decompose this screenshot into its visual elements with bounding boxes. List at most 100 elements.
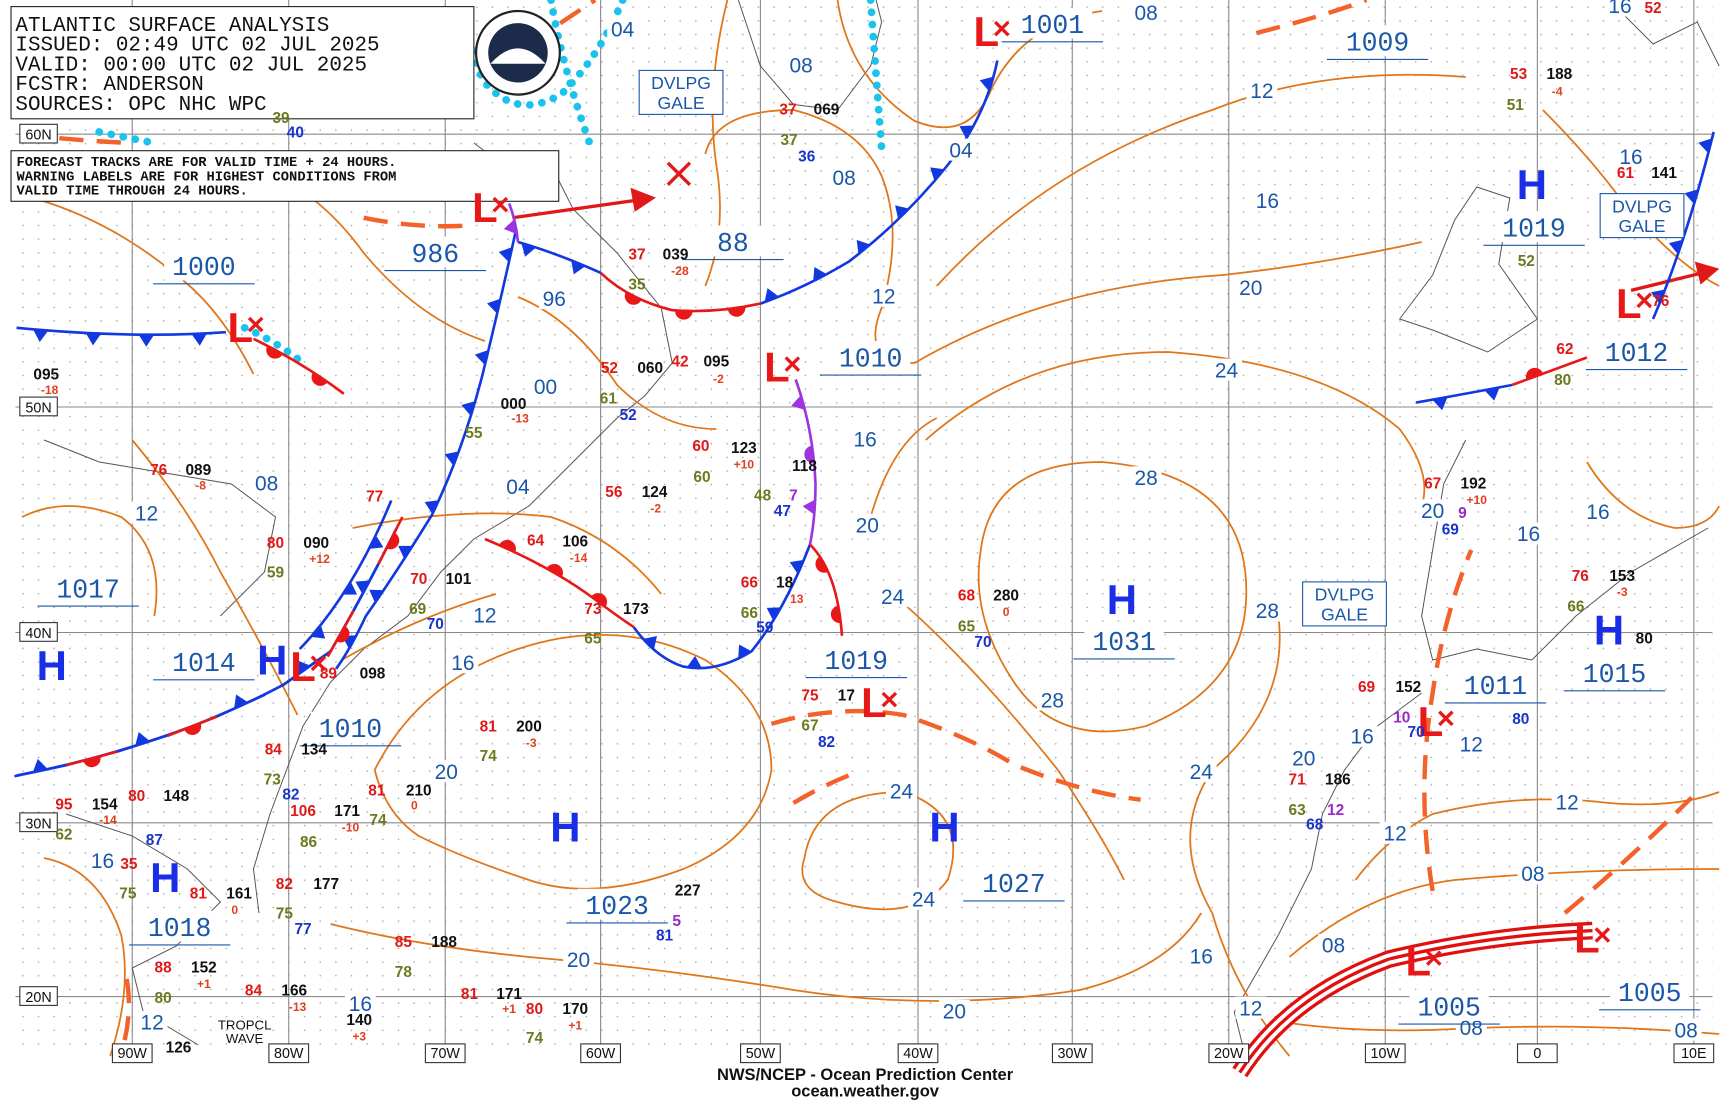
latitude-box — [19, 622, 58, 642]
station-value: 48 — [754, 488, 772, 505]
note-box — [10, 150, 560, 202]
station-value: -14 — [570, 551, 588, 565]
station-value: 177 — [313, 876, 339, 893]
isobar-label-bg — [502, 475, 534, 498]
station-value: 70 — [1408, 724, 1425, 741]
pressure-label-bg — [974, 866, 1054, 898]
isobar-label-bg — [868, 284, 900, 307]
cold-front-pip — [856, 239, 871, 255]
cold-front-pip — [424, 500, 439, 515]
station-value: 52 — [1644, 0, 1661, 17]
isobar-label: 28 — [1041, 689, 1064, 712]
warm-front-pip — [336, 625, 350, 643]
station-value: 089 — [185, 462, 211, 479]
note-line: VALID TIME THROUGH 24 HOURS. — [17, 185, 248, 200]
pressure-label: 1017 — [56, 575, 119, 605]
isobar-label: 20 — [1292, 748, 1315, 771]
station-value: 65 — [958, 618, 976, 635]
isobar-label-bg — [447, 651, 479, 674]
isobar-label: 04 — [506, 476, 530, 499]
station-value: 227 — [675, 882, 701, 899]
station-value: 60 — [692, 438, 709, 455]
isobar-label-bg — [87, 849, 118, 872]
cold-front-pip — [959, 125, 974, 139]
station-value: -3 — [526, 736, 537, 750]
isobar-label: 28 — [1256, 600, 1279, 623]
cold-front-pip — [1668, 239, 1683, 255]
isobar-label-bg — [1670, 1018, 1702, 1041]
warm-front-pip — [311, 372, 328, 386]
isobar-label-bg — [430, 760, 462, 783]
isobar-label-bg — [1455, 732, 1487, 755]
station-value: 106 — [290, 803, 316, 820]
station-value: 161 — [226, 886, 252, 903]
pressure-label-bg — [1455, 668, 1536, 700]
isobar-label: 16 — [1517, 523, 1540, 546]
warm-front-pip — [804, 445, 815, 464]
station-value: 47 — [774, 503, 791, 520]
cold-front-pip — [738, 644, 752, 659]
front-line — [298, 499, 393, 650]
isobar-label: 20 — [1421, 500, 1444, 523]
isobar-label: 04 — [611, 18, 635, 41]
cold-front-pip — [138, 334, 155, 347]
station-value: 280 — [993, 588, 1019, 605]
pressure-label-bg — [395, 236, 475, 268]
pressure-label: 1009 — [1346, 29, 1409, 59]
station-value: 52 — [1518, 253, 1535, 270]
isobar-label-bg — [1551, 790, 1583, 813]
warning-label: GALE — [658, 93, 705, 113]
latitude-label: 30N — [25, 816, 51, 832]
low-x — [1636, 292, 1653, 309]
isobar-label: 12 — [473, 605, 496, 628]
station-value: 69 — [1358, 679, 1375, 696]
front-line — [632, 544, 812, 670]
isobar-label-bg — [785, 53, 817, 76]
station-value: 82 — [818, 734, 835, 751]
station-value: 75 — [276, 906, 294, 923]
station-value: 74 — [526, 1030, 544, 1047]
station-value: 80 — [1512, 711, 1529, 728]
cold-front-pip — [979, 76, 994, 92]
latitude-box — [19, 812, 58, 833]
station-value: -28 — [671, 264, 689, 278]
cold-front-pip — [930, 167, 945, 182]
longitude-label: 70W — [431, 1046, 461, 1062]
isobar-label-bg — [1288, 746, 1320, 769]
isobar-label-bg — [344, 992, 376, 1015]
warm-front-pip — [727, 306, 746, 317]
isobar-label: 12 — [1250, 80, 1273, 103]
isobar-label-bg — [1185, 944, 1217, 967]
high-center: H — [550, 804, 580, 851]
isobar-label-bg — [828, 166, 860, 189]
low-x — [310, 655, 327, 672]
low-center: L — [764, 344, 790, 391]
station-value: -13 — [511, 411, 529, 425]
station-value: 80 — [1636, 631, 1653, 648]
station-value: 61 — [600, 391, 618, 408]
station-value: 186 — [1325, 771, 1351, 788]
cold-front-pip — [487, 298, 501, 314]
longitude-box — [1208, 1043, 1250, 1064]
high-center: H — [37, 642, 67, 689]
station-value: 61 — [1617, 165, 1635, 182]
isobar-label: 04 — [949, 139, 973, 162]
pressure-label-bg — [164, 249, 244, 281]
station-value: 88 — [155, 959, 173, 976]
cold-front-pip — [474, 350, 489, 365]
station-value: 18 — [776, 574, 794, 591]
isobar-label: 20 — [1239, 277, 1262, 300]
station-value: 74 — [480, 748, 498, 765]
isobar-label-bg — [1235, 276, 1267, 299]
station-value: 39 — [272, 110, 289, 127]
pressure-label: 1023 — [585, 892, 648, 922]
longitude-box — [1364, 1043, 1406, 1064]
station-value: 35 — [120, 856, 138, 873]
station-value: 70 — [974, 634, 991, 651]
station-value: 42 — [671, 353, 688, 370]
isobar-label-bg — [1582, 500, 1614, 523]
pressure-label: 1019 — [825, 647, 888, 677]
header-line: FCSTR: ANDERSON — [15, 74, 203, 97]
isobar-label-bg — [1417, 499, 1449, 522]
warm-front-pip — [624, 291, 642, 305]
